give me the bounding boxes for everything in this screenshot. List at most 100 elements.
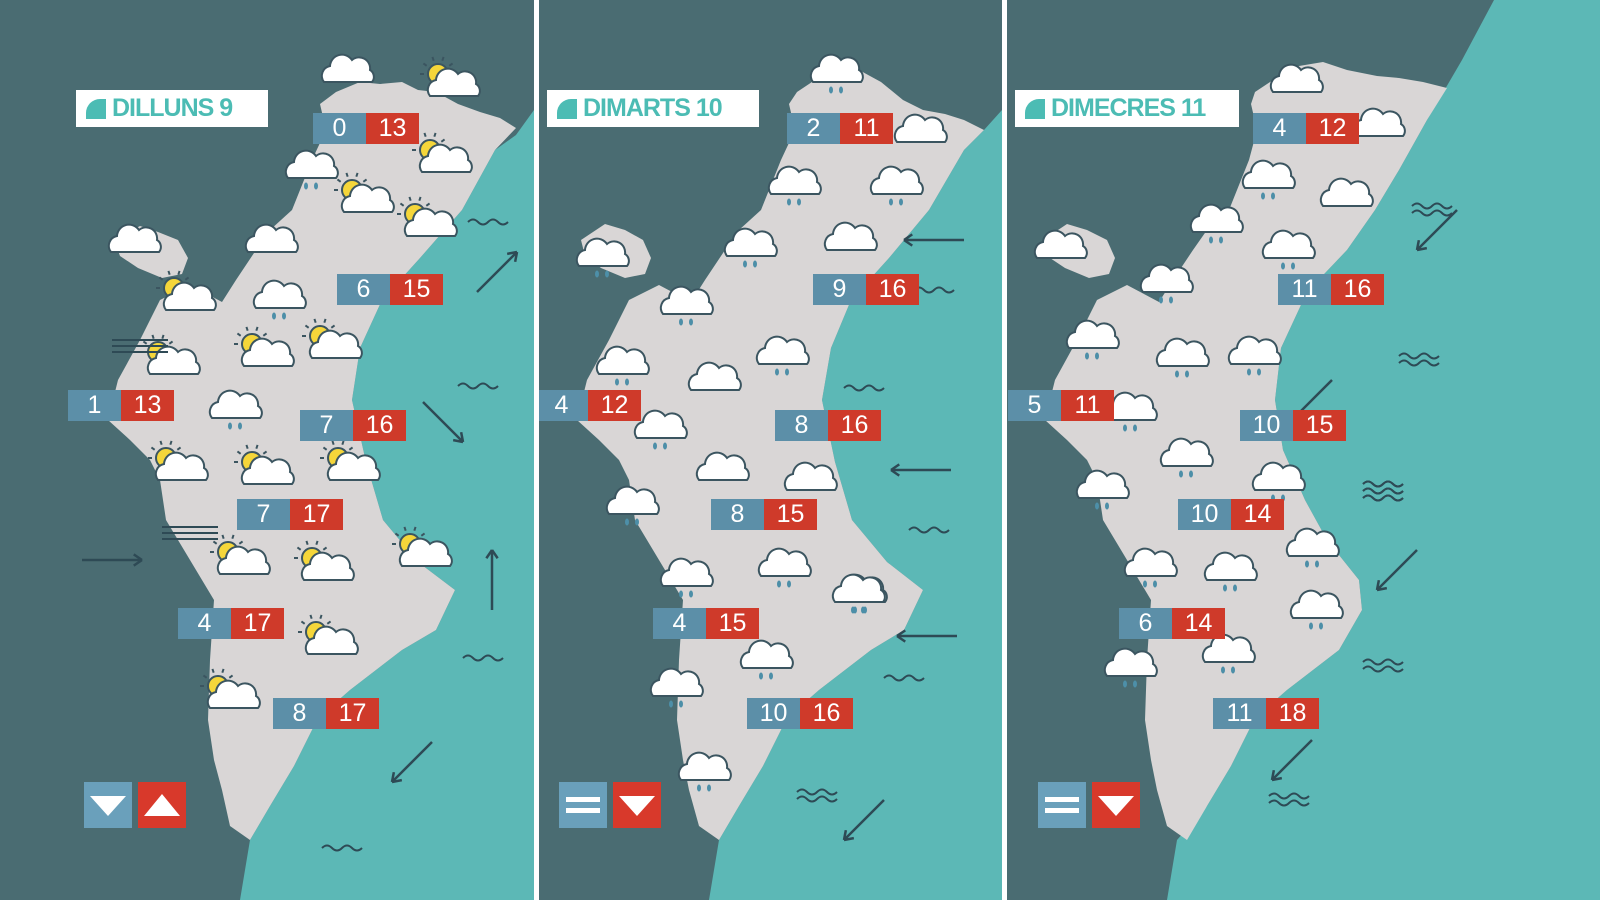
temp-min: 11: [1213, 698, 1266, 729]
temp-pair: 4 12: [539, 390, 641, 421]
temp-max: 13: [366, 113, 419, 144]
map-valencia: [1033, 0, 1600, 900]
sun-cloud-icon: [397, 196, 458, 237]
calm-sea-icon: [883, 674, 925, 682]
cloud-icon: [107, 223, 162, 253]
map-valencia: [82, 53, 534, 900]
sun-cloud-icon: [302, 318, 363, 359]
calm-sea-icon: [843, 384, 885, 392]
temp-min: 6: [1119, 608, 1172, 639]
land-area: [577, 66, 984, 840]
temp-min: 8: [775, 410, 828, 441]
trend-equal-icon: [559, 782, 607, 828]
fog-icon: [162, 526, 218, 540]
cloud-rain-icon: [605, 485, 660, 526]
sun-cloud-icon: [200, 668, 261, 709]
map-valencia: [575, 53, 1002, 900]
day-label: DILLUNS 9: [76, 90, 268, 127]
cloud-icon: [1269, 63, 1324, 93]
temp-min: 6: [337, 274, 390, 305]
cloud-rain-icon: [1201, 633, 1256, 674]
cloud-rain-icon: [757, 547, 812, 588]
cloud-icon: [823, 221, 878, 251]
temp-pair: 0 13: [313, 113, 419, 144]
temp-max: 16: [1331, 274, 1384, 305]
choppy-sea-icon: [1411, 202, 1453, 217]
temp-min: 4: [539, 390, 588, 421]
arrow-se-icon: [422, 401, 465, 444]
sun-cloud-icon: [320, 440, 381, 481]
temp-max: 18: [1266, 698, 1319, 729]
arrow-sw-icon: [1375, 549, 1418, 592]
sun-cloud-icon: [234, 326, 295, 367]
label-tab-icon: [86, 98, 106, 119]
sun-cloud-icon: [210, 534, 271, 575]
fog-icon: [112, 339, 168, 353]
temp-min: 2: [787, 113, 840, 144]
cloud-rain-icon: [677, 751, 732, 792]
choppy-sea-icon: [1268, 792, 1310, 807]
temp-max: 15: [764, 499, 817, 530]
arrow-sw-icon: [842, 799, 885, 842]
arrow-sw-icon: [390, 741, 433, 784]
temp-min: 4: [653, 608, 706, 639]
calm-sea-icon: [908, 526, 950, 534]
trend-down-icon: [613, 782, 661, 828]
temp-max: 14: [1172, 608, 1225, 639]
temp-pair: 6 15: [337, 274, 443, 305]
temp-max: 16: [866, 274, 919, 305]
sun-cloud-icon: [294, 540, 355, 581]
temp-min: 8: [273, 698, 326, 729]
arrow-east-icon: [82, 553, 143, 567]
temp-max: 17: [326, 698, 379, 729]
temp-max: 16: [353, 410, 406, 441]
sun-cloud-icon: [298, 614, 359, 655]
cloud-rain-icon: [1155, 337, 1210, 378]
temp-pair: 6 14: [1119, 608, 1225, 639]
choppy-sea-icon: [1398, 352, 1440, 367]
cloud-rain-icon: [1075, 469, 1130, 510]
rough-sea-icon: [1362, 480, 1404, 502]
temp-min: 9: [813, 274, 866, 305]
cloud-rain-icon: [1289, 589, 1344, 630]
cloud-rain-icon: [284, 149, 339, 190]
calm-sea-icon: [321, 844, 363, 852]
cloud-rain-icon: [1241, 159, 1296, 200]
temp-pair: 8 15: [711, 499, 817, 530]
sun-cloud-icon: [334, 172, 395, 213]
cloud-rain-icon: [767, 165, 822, 206]
trend-down-icon: [84, 782, 132, 828]
temp-min: 10: [1240, 410, 1293, 441]
temp-max: 13: [121, 390, 174, 421]
temp-min: 0: [313, 113, 366, 144]
temp-max: 11: [840, 113, 893, 144]
label-tab-icon: [1025, 98, 1045, 119]
temp-pair: 1 13: [68, 390, 174, 421]
cloud-rain-icon: [739, 639, 794, 680]
cloud-rain-icon: [1189, 203, 1244, 244]
cloud-rain-icon: [595, 345, 650, 386]
choppy-sea-icon: [1362, 658, 1404, 673]
day-label-text: DIMECRES 11: [1051, 94, 1206, 122]
temp-pair: 7 16: [300, 410, 406, 441]
cloud-rain-icon: [831, 573, 886, 614]
temp-max: 16: [828, 410, 881, 441]
temp-max: 15: [706, 608, 759, 639]
arrow-north-icon: [485, 549, 499, 610]
temp-pair: 10 16: [747, 698, 853, 729]
cloud-rain-icon: [575, 237, 630, 278]
cloud-rain-icon: [1251, 461, 1306, 502]
temp-min: 4: [178, 608, 231, 639]
calm-sea-icon: [913, 286, 955, 294]
day-label: DIMARTS 10: [547, 90, 759, 127]
temp-min: 7: [237, 499, 290, 530]
temp-max: 16: [800, 698, 853, 729]
cloud-icon: [893, 113, 948, 143]
arrow-west-icon: [890, 463, 951, 477]
cloud-icon: [1033, 229, 1088, 259]
cloud-rain-icon: [252, 279, 307, 320]
forecast-panel-tuesday: DIMARTS 10 2 11 9 16 4 12 8 16 8 15 4 15 10 16: [539, 0, 1002, 900]
cloud-rain-icon: [633, 409, 688, 450]
arrow-ne-icon: [476, 250, 519, 293]
calm-sea-icon: [462, 654, 504, 662]
